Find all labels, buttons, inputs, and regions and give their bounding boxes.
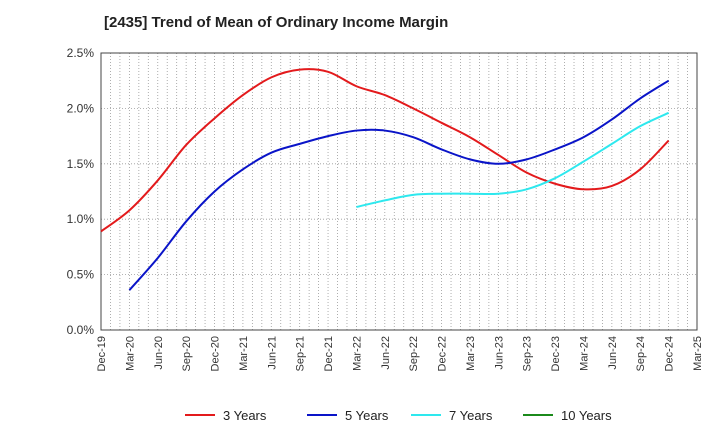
x-tick-label: Jun-20 [153,336,165,370]
x-tick-label: Jun-21 [266,336,278,370]
series-line-7-years [356,111,670,208]
x-tick-label: Dec-19 [96,336,108,371]
plot-frame [100,52,698,331]
legend-label: 7 Years [449,408,493,423]
x-tick-label: Dec-21 [323,336,335,371]
y-tick-label: 2.0% [67,101,95,115]
series-layer [100,68,670,291]
x-tick-label: Dec-24 [664,336,676,371]
x-tick-label: Mar-25 [692,336,704,371]
y-tick-label: 1.0% [67,212,95,226]
legend-label: 3 Years [223,408,267,423]
x-tick-label: Jun-22 [380,336,392,370]
x-tick-label: Sep-22 [408,336,420,371]
x-tick-label: Dec-20 [210,336,222,371]
x-tick-label: Sep-21 [295,336,307,371]
x-tick-label: Sep-20 [181,336,193,371]
series-line-5-years [128,79,670,291]
chart-title: [2435] Trend of Mean of Ordinary Income … [104,14,449,31]
legend-label: 5 Years [345,408,389,423]
y-tick-label: 1.5% [67,157,95,171]
x-tick-label: Mar-21 [238,336,250,371]
y-tick-label: 0.0% [67,323,95,337]
legend-label: 10 Years [561,408,612,423]
y-tick-label: 0.5% [67,268,95,282]
x-tick-label: Dec-22 [437,336,449,371]
series-line-3-years [100,68,670,233]
x-tick-label: Dec-23 [550,336,562,371]
x-tick-label: Mar-22 [351,336,363,371]
x-tick-label: Jun-23 [493,336,505,370]
x-tick-label: Mar-20 [124,336,136,371]
axis-layer: 0.0% 0.5% 1.0% 1.5% 2.0% 2.5% Dec-19 Mar-20 Jun-… [67,46,704,371]
x-tick-label: Sep-24 [635,336,647,371]
x-tick-label: Mar-23 [465,336,477,371]
y-tick-label: 2.5% [67,46,95,60]
x-tick-label: Sep-23 [522,336,534,371]
x-tick-label: Mar-24 [578,336,590,371]
x-tick-label: Jun-24 [607,336,619,370]
legend: 3 Years 5 Years 7 Years 10 Years [185,408,612,423]
grid-layer [101,53,697,330]
